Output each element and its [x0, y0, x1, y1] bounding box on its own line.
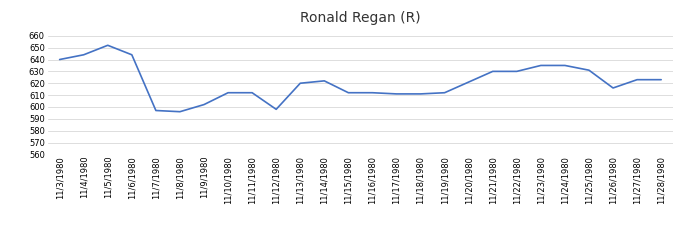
- Title: Ronald Regan (R): Ronald Regan (R): [300, 10, 421, 25]
